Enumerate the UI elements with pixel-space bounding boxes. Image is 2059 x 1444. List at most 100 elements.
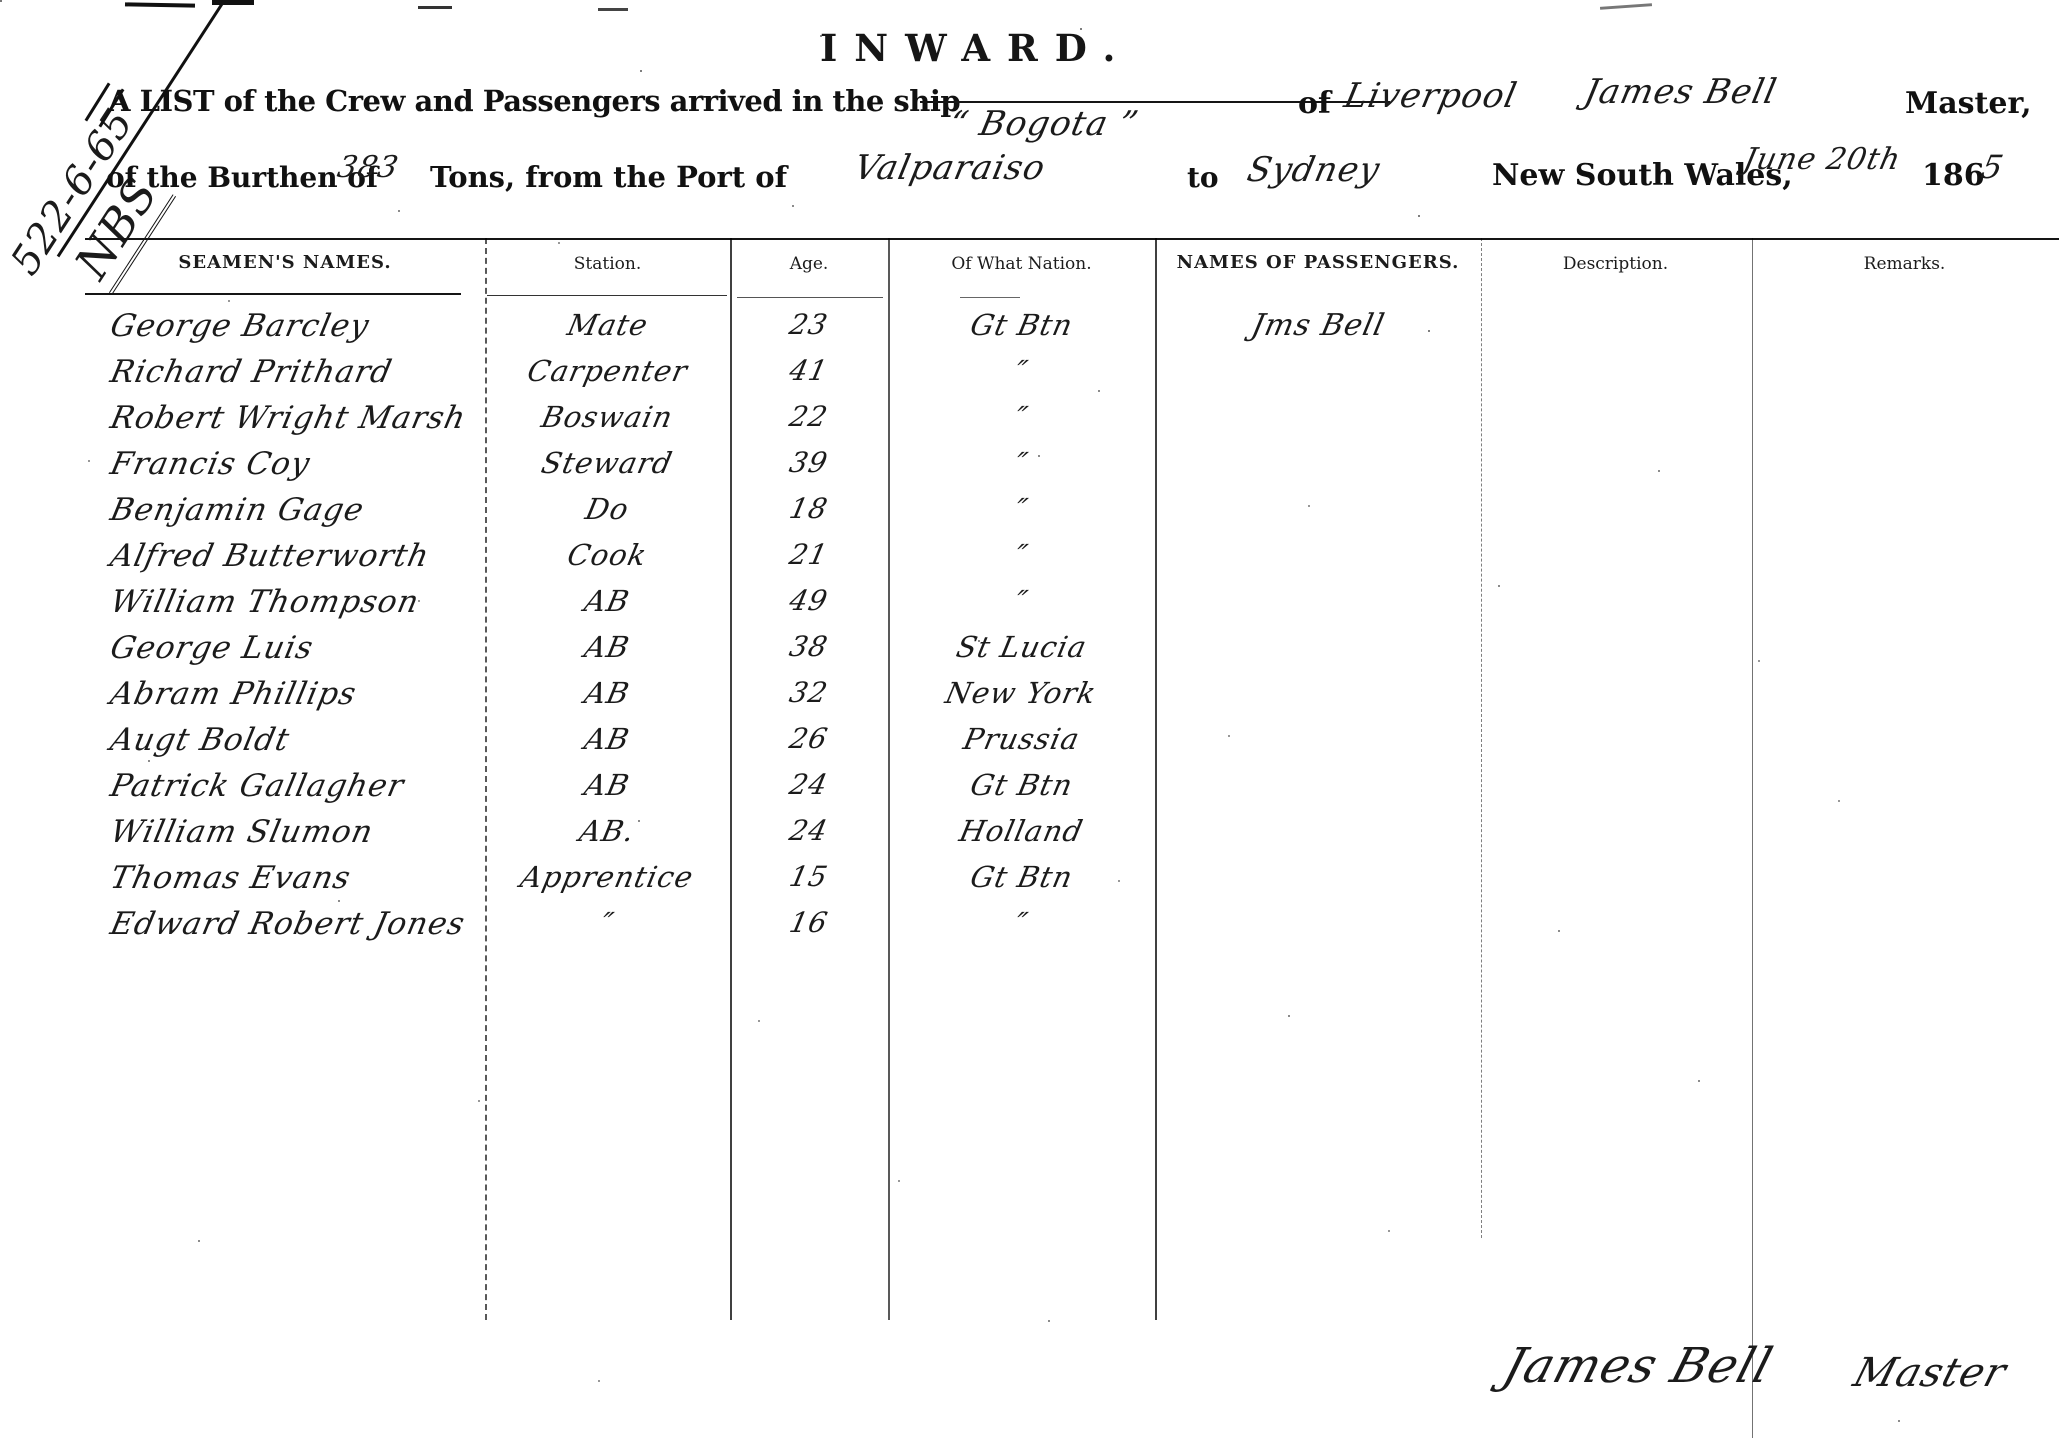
seaman-name: Edward Robert Jones <box>107 906 469 942</box>
col-header-passengers: NAMES OF PASSENGERS. <box>1176 252 1460 273</box>
column-divider <box>1752 238 1753 1438</box>
description-value <box>1481 676 1750 722</box>
nation-value: Gt Btn <box>967 860 1076 894</box>
remarks-value <box>1750 814 2059 860</box>
crew-table: George Barcley Mate 23 Gt Btn Jms Bell R… <box>85 308 2059 952</box>
nation-value: ″ <box>1011 538 1032 572</box>
nation-value: New York <box>942 676 1101 710</box>
station-value: Cook <box>564 538 651 572</box>
age-value: 15 <box>786 860 832 893</box>
passenger-name <box>1155 630 1481 676</box>
passenger-name <box>1155 400 1481 446</box>
seaman-name: William Thompson <box>107 584 423 620</box>
scan-edge-mark <box>418 6 452 9</box>
description-value <box>1481 584 1750 630</box>
scan-edge-mark <box>212 0 254 5</box>
passenger-name <box>1155 860 1481 906</box>
age-value: 49 <box>786 584 832 617</box>
seaman-name: Robert Wright Marsh <box>107 400 470 436</box>
passenger-name <box>1155 446 1481 492</box>
station-value: Apprentice <box>517 860 698 894</box>
age-value: 21 <box>786 538 832 571</box>
seaman-name: Richard Prithard <box>107 354 396 390</box>
port-to-handwritten: Sydney <box>1243 150 1384 190</box>
station-value: AB <box>581 768 634 802</box>
colony-label: New South Wales, <box>1492 158 1793 193</box>
col-header-age: Age. <box>789 254 829 274</box>
year-digit-handwritten: 5 <box>1977 148 2008 186</box>
table-subhead-rule <box>487 295 727 296</box>
age-value: 18 <box>786 492 832 525</box>
registry-port-handwritten: Liverpool <box>1340 76 1521 116</box>
description-value <box>1481 630 1750 676</box>
description-value <box>1481 400 1750 446</box>
age-value: 22 <box>786 400 832 433</box>
col-header-nation: Of What Nation. <box>951 254 1092 274</box>
scan-edge-mark <box>124 2 196 8</box>
age-value: 16 <box>786 906 832 939</box>
age-value: 23 <box>786 308 832 341</box>
burthen-label: of the Burthen of <box>106 161 379 194</box>
age-value: 32 <box>786 676 832 709</box>
passenger-name <box>1155 538 1481 584</box>
master-signature-role: Master <box>1848 1350 2012 1396</box>
station-value: AB. <box>576 814 639 848</box>
tons-handwritten: 383 <box>334 150 402 185</box>
nation-value: ″ <box>1011 492 1032 526</box>
ship-name-handwritten: “ Bogota ” <box>945 104 1143 144</box>
table-top-rule <box>85 238 2059 240</box>
scan-edge-mark <box>598 8 628 11</box>
station-value: Do <box>582 492 633 526</box>
age-value: 39 <box>786 446 832 479</box>
master-label: Master, <box>1905 86 2032 121</box>
age-value: 24 <box>786 814 832 847</box>
column-divider <box>485 238 487 1320</box>
master-signature: James Bell <box>1496 1338 1780 1394</box>
seaman-name: William Slumon <box>107 814 377 850</box>
table-subhead-rule <box>737 297 883 298</box>
seaman-name: Augt Boldt <box>107 722 293 758</box>
seaman-name: Alfred Butterworth <box>107 538 433 574</box>
col-header-description: Description. <box>1562 254 1669 274</box>
seaman-name: George Barcley <box>107 308 373 344</box>
description-value <box>1481 814 1750 860</box>
passenger-name <box>1155 768 1481 814</box>
passenger-name <box>1155 676 1481 722</box>
age-value: 24 <box>786 768 832 801</box>
form-line1-printed: A LIST of the Crew and Passengers arrive… <box>108 84 961 118</box>
passenger-name <box>1155 722 1481 768</box>
description-value <box>1481 722 1750 768</box>
description-value <box>1481 492 1750 538</box>
col-header-seamens-names: SEAMEN'S NAMES. <box>178 252 392 273</box>
station-value: ″ <box>597 906 618 940</box>
description-value <box>1481 354 1750 400</box>
nation-value: Holland <box>956 814 1087 848</box>
remarks-value <box>1750 630 2059 676</box>
nation-value: ″ <box>1011 584 1032 618</box>
description-value <box>1481 860 1750 906</box>
station-value: AB <box>581 584 634 618</box>
scan-edge-mark <box>1599 3 1653 10</box>
remarks-value <box>1750 860 2059 906</box>
column-divider <box>1481 238 1482 1238</box>
remarks-value <box>1750 722 2059 768</box>
seaman-name: Abram Phillips <box>107 676 360 712</box>
remarks-value <box>1750 906 2059 952</box>
station-value: AB <box>581 722 634 756</box>
master-name-handwritten: James Bell <box>1580 72 1781 112</box>
remarks-value <box>1750 492 2059 538</box>
passenger-name <box>1155 906 1481 952</box>
of-label: of <box>1298 86 1331 121</box>
remarks-value <box>1750 400 2059 446</box>
nation-value: ″ <box>1011 906 1032 940</box>
seaman-name: Patrick Gallagher <box>107 768 408 804</box>
tons-label: Tons, from the Port of <box>430 160 788 194</box>
description-value <box>1481 538 1750 584</box>
age-value: 26 <box>786 722 832 755</box>
description-value <box>1481 768 1750 814</box>
remarks-value <box>1750 538 2059 584</box>
station-value: AB <box>581 630 634 664</box>
port-from-handwritten: Valparaiso <box>850 148 1050 188</box>
seaman-name: Thomas Evans <box>107 860 355 896</box>
